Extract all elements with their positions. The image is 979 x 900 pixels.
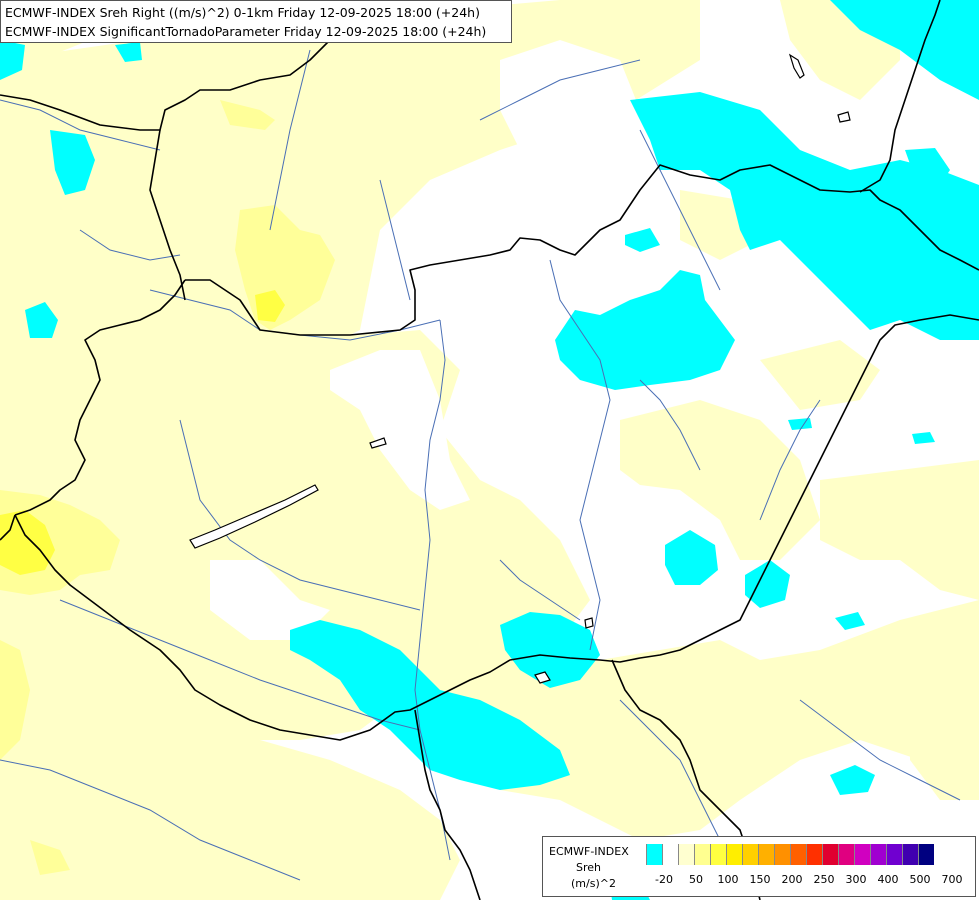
legend-label: 50 xyxy=(689,873,703,886)
legend-swatch xyxy=(662,844,678,865)
legend-swatch xyxy=(902,844,918,865)
legend-swatch xyxy=(854,844,870,865)
legend-swatch xyxy=(742,844,758,865)
legend-swatch xyxy=(710,844,726,865)
legend-label: -20 xyxy=(655,873,673,886)
map-title-box: ECMWF-INDEX Sreh Right ((m/s)^2) 0-1km F… xyxy=(0,0,512,43)
legend-swatch xyxy=(838,844,854,865)
yellow-fields xyxy=(0,290,285,575)
legend-swatch xyxy=(790,844,806,865)
legend-label: 400 xyxy=(877,873,899,886)
legend-parameter: Sreh xyxy=(576,861,602,874)
color-legend: ECMWF-INDEX Sreh (m/s)^2 -20 50 100 150 200 2… xyxy=(542,836,976,897)
legend-label: 700 xyxy=(941,873,963,886)
rivers xyxy=(0,49,961,881)
legend-label: 500 xyxy=(909,873,931,886)
title-line-1: ECMWF-INDEX Sreh Right ((m/s)^2) 0-1km F… xyxy=(5,5,480,20)
legend-label: 250 xyxy=(813,873,835,886)
legend-swatch xyxy=(678,844,694,865)
legend-unit: (m/s)^2 xyxy=(571,877,616,890)
legend-label: 300 xyxy=(845,873,867,886)
legend-label: 150 xyxy=(749,873,771,886)
legend-swatch xyxy=(886,844,902,865)
legend-swatch xyxy=(918,844,934,865)
title-line-2: ECMWF-INDEX SignificantTornadoParameter … xyxy=(5,24,487,39)
legend-source: ECMWF-INDEX xyxy=(549,845,629,858)
legend-swatch xyxy=(870,844,886,865)
legend-labels: -20 50 100 150 200 250 300 400 500 700 xyxy=(646,873,976,889)
legend-swatch xyxy=(694,844,710,865)
legend-swatch xyxy=(822,844,838,865)
legend-swatch xyxy=(806,844,822,865)
legend-swatch xyxy=(774,844,790,865)
legend-label: 100 xyxy=(717,873,739,886)
legend-swatch xyxy=(646,844,662,865)
legend-swatches xyxy=(646,844,934,866)
legend-label: 200 xyxy=(781,873,803,886)
lakes xyxy=(189,53,851,684)
legend-swatch xyxy=(758,844,774,865)
legend-swatch xyxy=(726,844,742,865)
